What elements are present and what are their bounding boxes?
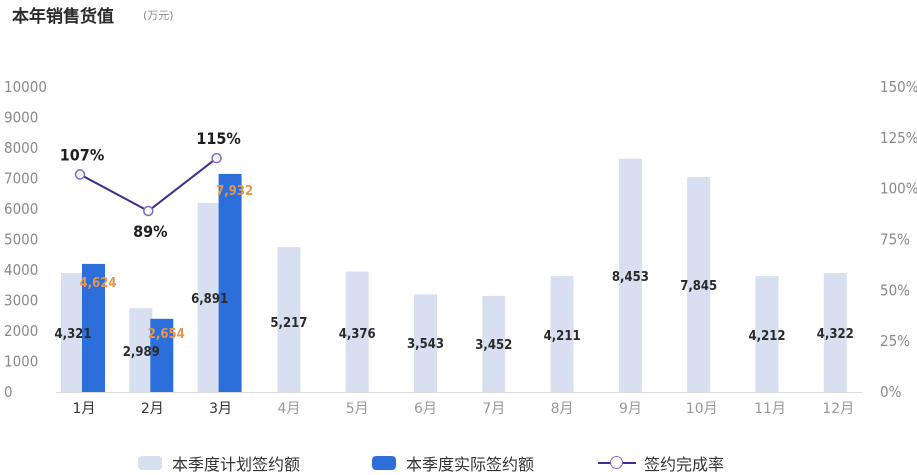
bar-plan bbox=[277, 247, 301, 392]
rate-line bbox=[79, 157, 218, 213]
rate-point bbox=[211, 152, 222, 164]
x-tick-label: 4月 bbox=[277, 401, 300, 417]
y-left-tick-label: 7000 bbox=[4, 170, 38, 188]
legend-label-actual: 本季度实际签约额 bbox=[406, 455, 535, 474]
bar-actual-value-label: 7,932 bbox=[216, 184, 253, 199]
y-right-tick-label: 75% bbox=[880, 231, 910, 249]
legend-item-plan[interactable]: 本季度计划签约额 bbox=[138, 451, 300, 475]
bar-plan-value-label: 5,217 bbox=[270, 316, 307, 331]
y-left-tick-label: 1000 bbox=[4, 353, 38, 371]
x-tick-label: 7月 bbox=[482, 401, 505, 417]
y-left-tick-label: 2000 bbox=[4, 322, 38, 340]
bar-plan-value-label: 3,543 bbox=[407, 337, 444, 352]
bar-plan-value-label: 7,845 bbox=[680, 279, 717, 294]
y-left-tick-label: 8000 bbox=[4, 139, 38, 157]
y-right-tick-label: 50% bbox=[880, 281, 910, 299]
bar-plan bbox=[482, 295, 506, 392]
bar-actual-value-label: 2,654 bbox=[148, 327, 185, 342]
chart-canvas: 0 1000 2000 3000 4000 5000 6000 7000 8000 9000 100… bbox=[4, 78, 917, 417]
bar-plan-value-label: 4,376 bbox=[339, 327, 376, 342]
bar-plan bbox=[197, 202, 221, 392]
bar-plan bbox=[550, 276, 574, 392]
legend-item-rate[interactable]: 签约完成率 bbox=[598, 451, 724, 475]
bar-plan-value-label: 4,321 bbox=[55, 327, 92, 342]
legend-label-rate: 签约完成率 bbox=[644, 455, 725, 474]
x-tick-label: 8月 bbox=[551, 401, 574, 417]
y-left-tick-label: 6000 bbox=[4, 200, 38, 218]
y-left-tick-label: 9000 bbox=[4, 109, 38, 127]
x-tick-label: 1月 bbox=[73, 401, 96, 417]
x-tick-label: 11月 bbox=[754, 401, 786, 417]
rate-value-label: 107% bbox=[60, 145, 104, 164]
bar-actual bbox=[150, 318, 174, 392]
bar-plan bbox=[687, 176, 711, 392]
bar-plan-value-label: 2,989 bbox=[123, 345, 160, 360]
y-left-tick-label: 4000 bbox=[4, 261, 38, 279]
x-tick-label: 3月 bbox=[209, 401, 232, 417]
legend-swatch-plan bbox=[138, 456, 162, 470]
rate-value-label: 115% bbox=[196, 129, 240, 148]
bar-plan bbox=[414, 294, 437, 392]
bar-plan-value-label: 4,211 bbox=[544, 329, 581, 344]
rate-value-label: 89% bbox=[133, 222, 167, 241]
bar-plan-value-label: 4,322 bbox=[817, 327, 854, 342]
chart-legend: 本季度计划签约额 本季度实际签约额 签约完成率 bbox=[0, 449, 917, 475]
y-left-tick-label: 0 bbox=[4, 383, 13, 401]
bar-plan-value-label: 6,891 bbox=[191, 292, 228, 307]
chart-unit: (万元) bbox=[143, 9, 174, 22]
bar-actual bbox=[82, 263, 105, 392]
y-left-tick-label: 3000 bbox=[4, 292, 38, 310]
bar-plan bbox=[755, 276, 779, 392]
bar-plan bbox=[61, 273, 84, 392]
rate-point bbox=[143, 205, 154, 217]
legend-item-actual[interactable]: 本季度实际签约额 bbox=[372, 451, 534, 475]
y-right-tick-label: 25% bbox=[880, 332, 910, 350]
x-tick-label: 5月 bbox=[346, 401, 369, 417]
bar-plan bbox=[823, 273, 847, 392]
y-left-tick-label: 5000 bbox=[4, 231, 38, 249]
bar-plan bbox=[129, 308, 153, 392]
bar-actual-value-label: 4,624 bbox=[80, 276, 117, 291]
rate-point bbox=[74, 169, 86, 180]
x-tick-label: 10月 bbox=[686, 401, 718, 417]
bar-plan bbox=[618, 158, 642, 392]
y-right-tick-label: 100% bbox=[880, 180, 917, 198]
y-right-tick-label: 0% bbox=[880, 383, 902, 401]
bar-plan-value-label: 8,453 bbox=[612, 270, 649, 285]
x-tick-label: 9月 bbox=[619, 401, 642, 417]
y-right-tick-label: 125% bbox=[880, 129, 917, 147]
y-right-tick-label: 150% bbox=[880, 78, 917, 96]
chart-title: 本年销售货值 bbox=[12, 7, 114, 27]
bar-plan-value-label: 3,452 bbox=[475, 338, 512, 353]
x-tick-label: 12月 bbox=[822, 401, 854, 417]
legend-label-plan: 本季度计划签约额 bbox=[172, 455, 301, 474]
bar-plan-value-label: 4,212 bbox=[749, 329, 786, 344]
x-tick-label: 2月 bbox=[141, 401, 164, 417]
y-left-tick-label: 10000 bbox=[4, 78, 47, 96]
x-tick-label: 6月 bbox=[414, 401, 437, 417]
bar-plan bbox=[345, 271, 369, 392]
legend-swatch-rate bbox=[598, 456, 636, 470]
bar-actual bbox=[218, 173, 242, 392]
legend-swatch-actual bbox=[372, 456, 396, 470]
